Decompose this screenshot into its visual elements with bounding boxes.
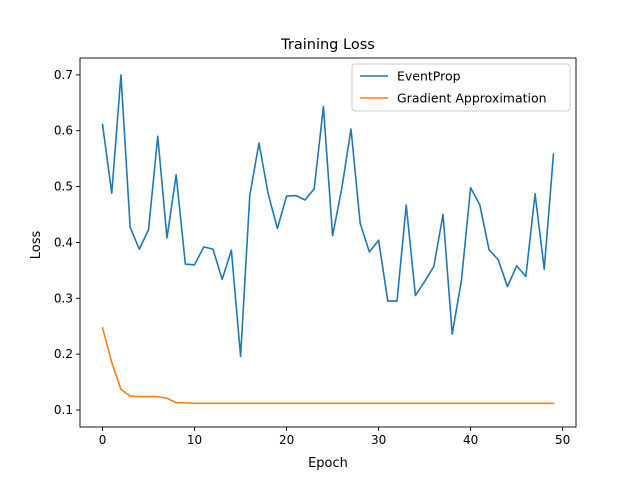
x-axis-label: Epoch <box>308 456 348 471</box>
x-tick-label: 40 <box>463 433 478 447</box>
legend-box <box>351 63 571 112</box>
x-tick-label: 10 <box>187 433 202 447</box>
legend-label-eventprop: EventProp <box>397 69 461 84</box>
legend-label-gradient-approximation: Gradient Approximation <box>397 91 547 106</box>
y-tick-label: 0.4 <box>54 235 73 249</box>
plot-area: 0 10 20 30 40 50 0.1 0.2 0.3 0.4 0.5 0.6 0.7 <box>54 57 577 447</box>
y-tick-label: 0.2 <box>54 347 73 361</box>
chart-title: Training Loss <box>280 37 375 53</box>
x-tick-label: 20 <box>279 433 294 447</box>
axes-frame <box>79 57 577 428</box>
series-line-gradient-approximation <box>101 326 555 405</box>
x-tick-label: 50 <box>555 433 570 447</box>
y-tick-label: 0.5 <box>54 180 73 194</box>
y-axis-label: Loss <box>29 231 44 260</box>
x-tick-label: 30 <box>371 433 386 447</box>
y-tick-label: 0.7 <box>54 68 73 82</box>
y-tick-label: 0.1 <box>54 403 73 417</box>
y-tick-label: 0.3 <box>54 291 73 305</box>
y-tick-label: 0.6 <box>54 124 73 138</box>
series-line-eventprop <box>101 74 555 358</box>
legend: EventProp Gradient Approximation <box>351 63 571 112</box>
x-tick-label: 0 <box>99 433 107 447</box>
